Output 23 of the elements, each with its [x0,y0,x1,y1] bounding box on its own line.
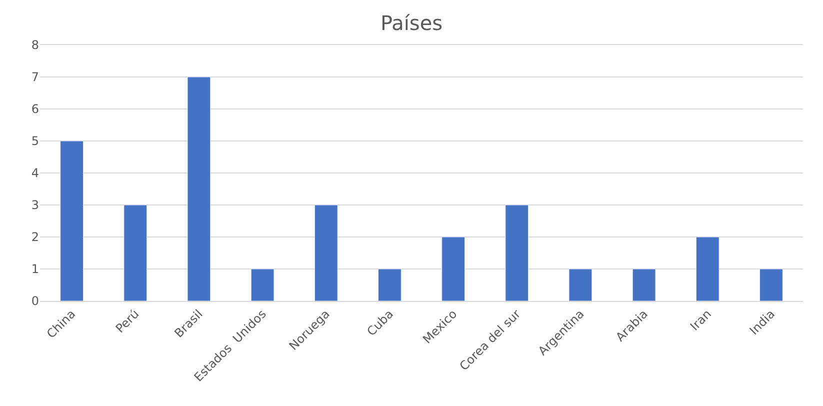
bar [250,268,274,301]
y-tick-label: 7 [31,70,39,84]
bar [187,76,211,301]
bar [442,236,465,301]
bar [760,268,783,301]
bar [378,268,402,301]
bar [314,204,338,301]
x-tick-label: Iran [688,306,714,334]
y-tick-label: 4 [31,166,39,180]
bar [632,268,656,301]
bar [505,204,529,301]
y-tick-label: 2 [31,230,39,244]
y-tick-label: 0 [31,294,39,308]
bar [124,204,148,301]
y-tick-label: 6 [31,102,39,116]
bar [60,140,84,301]
y-tick-label: 3 [31,198,39,212]
y-tick-label: 5 [31,134,39,148]
y-tick-label: 1 [31,262,39,276]
y-tick-label: 8 [31,38,39,52]
chart-title: Países [380,11,443,36]
bar [568,268,592,301]
bar [696,236,720,301]
